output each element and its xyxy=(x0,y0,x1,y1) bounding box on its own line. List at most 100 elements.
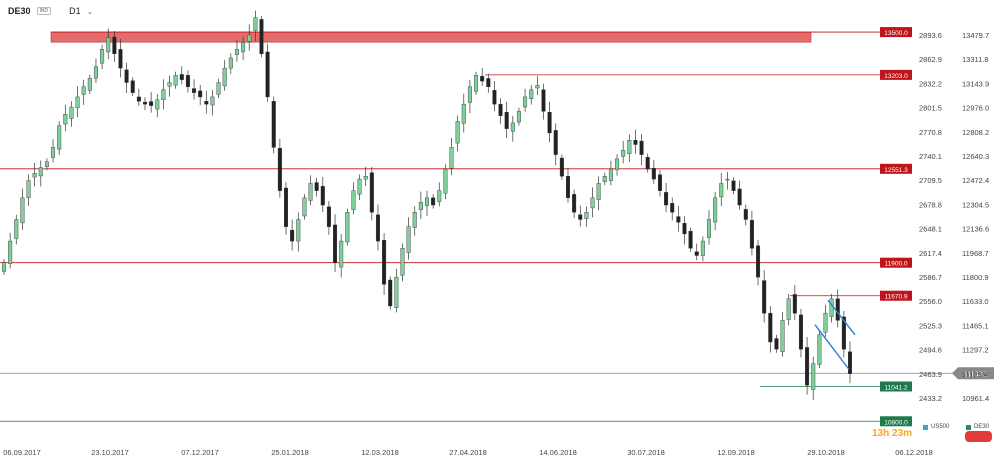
candle-body xyxy=(725,178,730,181)
y-left-tick-label: 2556.0 xyxy=(919,297,942,306)
resistance-label-bg xyxy=(880,163,912,174)
supply-zone-layer xyxy=(50,31,812,43)
candle-body xyxy=(406,226,411,253)
candle-body xyxy=(590,197,595,209)
candle-body xyxy=(204,101,209,105)
timeframe-label[interactable]: D1 xyxy=(69,6,81,16)
candle-body xyxy=(179,74,184,80)
candle-body xyxy=(253,17,258,31)
legend-item-us500[interactable]: US500 xyxy=(923,424,949,430)
candle-body xyxy=(382,240,387,285)
x-tick-label: 12.03.2018 xyxy=(361,448,399,457)
candle-body xyxy=(20,197,25,224)
level-lines-layer xyxy=(0,31,958,422)
alert-button[interactable] xyxy=(965,431,992,442)
candle-body xyxy=(719,183,724,198)
candle-body xyxy=(357,178,362,195)
candle-body xyxy=(296,219,301,242)
candle-body xyxy=(798,314,803,350)
x-tick-label: 07.12.2017 xyxy=(181,448,219,457)
candle-body xyxy=(529,89,534,99)
y-right-tick-label: 11968.7 xyxy=(962,249,989,258)
candle-body xyxy=(81,86,86,95)
candle-body xyxy=(333,224,338,263)
candle-body xyxy=(63,114,68,125)
candle-body xyxy=(345,212,350,243)
candle-body xyxy=(198,90,203,98)
resistance-label-bg xyxy=(880,257,912,268)
symbol-label[interactable]: DE30 xyxy=(8,6,31,16)
candle-body xyxy=(149,101,154,106)
candle-body xyxy=(480,75,485,82)
support-label-bg xyxy=(880,416,912,427)
candle-body xyxy=(271,101,276,148)
candle-body xyxy=(504,112,509,129)
candle-body xyxy=(302,197,307,217)
y-left-tick-label: 2862.9 xyxy=(919,55,942,64)
current-price-badge xyxy=(952,367,994,380)
candle-body xyxy=(492,90,497,105)
candle-body xyxy=(535,85,540,89)
x-tick-label: 25.01.2018 xyxy=(271,448,309,457)
candle-body xyxy=(412,212,417,228)
candle-body xyxy=(743,209,748,220)
candle-body xyxy=(707,219,712,238)
candle-body xyxy=(700,240,705,256)
candle-body xyxy=(308,183,313,201)
x-tick-label: 23.10.2017 xyxy=(91,448,129,457)
candle-body xyxy=(608,168,613,181)
resistance-label-bg xyxy=(880,290,912,301)
candle-body xyxy=(792,294,797,314)
candle-body xyxy=(167,82,172,87)
y-right-tick-label: 12472.4 xyxy=(962,176,989,185)
candle-body xyxy=(369,172,374,213)
y-right-tick-label: 11297.2 xyxy=(962,346,989,355)
candle-body xyxy=(829,298,834,317)
candle-body xyxy=(124,69,129,83)
y-left-tick-label: 2801.5 xyxy=(919,104,942,113)
y-left-tick-label: 2648.1 xyxy=(919,225,942,234)
candle-body xyxy=(130,80,135,93)
candle-body xyxy=(553,130,558,155)
y-left-tick-label: 2433.2 xyxy=(919,394,942,403)
candle-body xyxy=(645,156,650,170)
resistance-label-bg xyxy=(880,69,912,80)
candle-body xyxy=(216,82,221,95)
candle-body xyxy=(449,147,454,169)
y-right-tick-label: 11800.9 xyxy=(962,273,989,282)
candle-body xyxy=(234,49,239,55)
candle-body xyxy=(265,51,270,98)
y-right-tick-label: 12640.3 xyxy=(962,152,989,161)
candle-body xyxy=(633,139,638,145)
y-axis: 2893.6 13479.7 2862.9 13311.8 2832.2 13143.9 2… xyxy=(919,31,989,403)
candle-body xyxy=(351,190,356,210)
x-axis: 06.09.2017 23.10.2017 07.12.2017 25.01.2018… xyxy=(3,448,933,457)
candle-body xyxy=(425,197,430,206)
candle-body xyxy=(375,214,380,242)
countdown-minutes: 23m xyxy=(892,428,913,439)
candle-body xyxy=(841,316,846,350)
candle-body xyxy=(394,276,399,308)
candle-body xyxy=(259,19,264,54)
y-left-tick-label: 2709.5 xyxy=(919,176,942,185)
candle-body xyxy=(431,197,436,206)
candle-body xyxy=(756,245,761,278)
candle-body xyxy=(670,203,675,213)
legend-item-de30[interactable]: DE30 xyxy=(966,424,989,430)
candle-body xyxy=(651,167,656,180)
candle-body xyxy=(87,78,92,91)
chevron-down-icon[interactable]: ⌄ xyxy=(86,6,94,16)
candle-body xyxy=(284,187,289,227)
support-label: 11041.2 xyxy=(884,384,907,391)
candle-body xyxy=(418,201,423,210)
candle-body xyxy=(118,49,123,69)
candle-body xyxy=(290,229,295,242)
candle-body xyxy=(247,34,252,42)
candle-body xyxy=(774,338,779,350)
y-left-tick-label: 2678.8 xyxy=(919,200,942,209)
resistance-label: 11670.9 xyxy=(884,294,907,301)
candle-body xyxy=(228,57,233,69)
channel-upper-line xyxy=(827,299,856,336)
legend-swatch-us500 xyxy=(923,424,928,430)
